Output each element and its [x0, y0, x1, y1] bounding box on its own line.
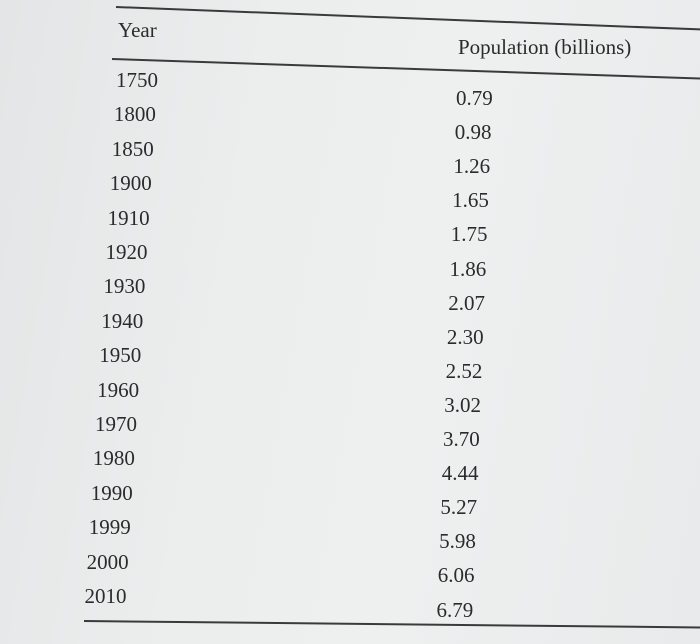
population-cell: 2.52: [445, 358, 483, 383]
year-cell: 2010: [84, 584, 127, 608]
population-cell: 1.75: [450, 222, 488, 247]
population-cell: 6.06: [437, 563, 475, 588]
population-column-header: Population (billions): [458, 35, 632, 59]
population-cell: 5.27: [440, 495, 478, 520]
table-header-rule: [111, 58, 700, 80]
population-cell: 3.70: [443, 427, 480, 451]
year-cell: 1950: [99, 343, 142, 368]
population-cell: 2.07: [448, 290, 485, 315]
table-top-rule: [115, 6, 700, 31]
year-cell: 1990: [90, 480, 133, 505]
year-cell: 1940: [101, 308, 144, 333]
population-cell: 1.65: [452, 188, 489, 213]
year-cell: 1999: [88, 515, 131, 540]
population-cell: 1.26: [453, 154, 491, 179]
year-cell: 1980: [92, 446, 135, 471]
population-cell: 6.79: [436, 597, 474, 622]
year-cell: 1930: [103, 274, 146, 299]
year-cell: 1800: [113, 102, 156, 127]
population-cell: 0.79: [456, 86, 493, 110]
year-cell: 1750: [116, 68, 158, 92]
table-bottom-rule: [83, 620, 700, 629]
year-cell: 1970: [95, 412, 137, 436]
year-cell: 1850: [111, 136, 154, 161]
year-cell: 1910: [107, 205, 150, 230]
population-cell: 1.86: [449, 256, 487, 281]
population-cell: 2.30: [446, 324, 484, 349]
year-cell: 2000: [86, 549, 129, 574]
population-cell: 0.98: [454, 120, 492, 145]
population-cell: 3.02: [444, 392, 482, 417]
year-cell: 1900: [109, 171, 152, 196]
population-cell: 5.98: [439, 529, 476, 554]
year-column-header: Year: [118, 18, 157, 42]
year-cell: 1960: [97, 377, 140, 402]
year-cell: 1920: [105, 240, 148, 264]
population-cell: 4.44: [441, 461, 479, 486]
